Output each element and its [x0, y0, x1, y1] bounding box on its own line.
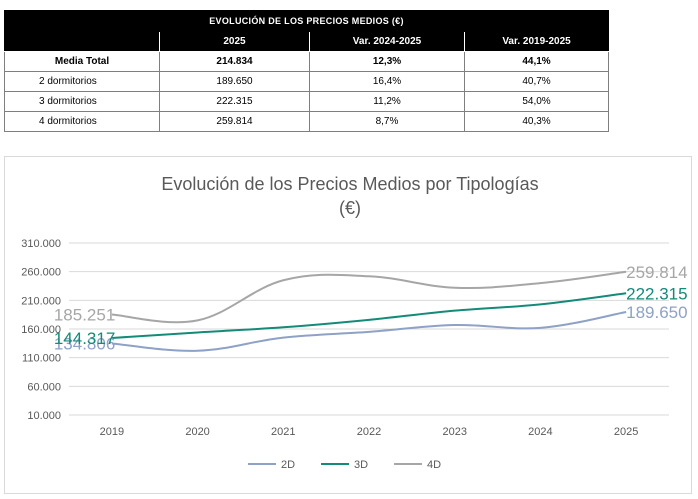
chart-svg: Evolución de los Precios Medios por Tipo… — [21, 174, 688, 471]
value-2025: 222.315 — [159, 91, 310, 112]
chart-title-line-1: Evolución de los Precios Medios por Tipo… — [161, 174, 538, 194]
series-lines — [111, 270, 627, 352]
var-2024-2025: 16,4% — [309, 71, 465, 92]
table-row: 2 dormitorios 189.650 16,4% 40,7% — [4, 71, 610, 92]
var-2024-2025: 8,7% — [309, 111, 465, 132]
chart-title-line-2: (€) — [339, 198, 361, 218]
gridlines — [69, 242, 669, 416]
value-2025: 189.650 — [159, 71, 310, 92]
data-label-end-4D: 259.814 — [626, 263, 687, 282]
var-2019-2025: 54,0% — [463, 91, 610, 112]
data-label-end-3D: 222.315 — [626, 284, 687, 303]
data-label-start-4D: 185.251 — [54, 306, 115, 325]
var-2019-2025: 44,1% — [463, 51, 610, 72]
data-label-start-3D: 144.317 — [54, 329, 115, 348]
legend: 2D 3D 4D — [248, 459, 441, 471]
row-label: 2 dormitorios — [4, 71, 160, 92]
table-header-row: 2025 Var. 2024-2025 Var. 2019-2025 — [4, 31, 610, 52]
var-2024-2025: 11,2% — [309, 91, 465, 112]
var-2024-2025: 12,3% — [309, 51, 465, 72]
series-line-2D — [111, 311, 627, 352]
x-tick-label: 2025 — [614, 426, 638, 438]
y-tick-label: 210.000 — [21, 295, 61, 307]
y-tick-label: 110.000 — [22, 353, 61, 365]
x-tick-label: 2023 — [442, 426, 466, 438]
var-2019-2025: 40,3% — [463, 111, 610, 132]
legend-label-3D: 3D — [354, 459, 368, 471]
series-line-4D — [111, 270, 627, 324]
price-table: EVOLUCIÓN DE LOS PRECIOS MEDIOS (€) 2025… — [3, 10, 610, 132]
header-cell: 2025 — [159, 31, 310, 52]
table-row: 3 dormitorios 222.315 11,2% 54,0% — [4, 91, 610, 112]
x-tick-label: 2020 — [185, 426, 209, 438]
y-tick-label: 160.000 — [21, 324, 61, 336]
header-cell — [4, 31, 160, 52]
data-label-start-2D: 134.806 — [54, 334, 115, 353]
data-label-end-2D: 189.650 — [626, 303, 687, 322]
value-2025: 214.834 — [159, 51, 310, 72]
y-tick-label: 10.000 — [27, 410, 61, 422]
legend-label-2D: 2D — [281, 459, 295, 471]
table-title-row: EVOLUCIÓN DE LOS PRECIOS MEDIOS (€) — [3, 10, 610, 32]
row-label: Media Total — [4, 51, 160, 72]
data-labels: 134.806 189.650 144.317 222.315 185.251 259.8… — [54, 263, 688, 354]
y-tick-label: 260.000 — [21, 267, 61, 279]
x-axis-ticks: 2019 2020 2021 2022 2023 2024 2025 — [100, 426, 639, 438]
value-2025: 259.814 — [159, 111, 310, 132]
header-cell: Var. 2019-2025 — [463, 31, 610, 52]
table-row: 4 dormitorios 259.814 8,7% 40,3% — [4, 111, 610, 132]
var-2019-2025: 40,7% — [463, 71, 610, 92]
table-row: Media Total 214.834 12,3% 44,1% — [4, 51, 610, 72]
x-tick-label: 2024 — [528, 426, 552, 438]
y-axis-ticks: 10.000 60.000 110.000 160.000 210.000 260.000… — [21, 238, 61, 422]
x-tick-label: 2022 — [357, 426, 381, 438]
x-tick-label: 2021 — [271, 426, 295, 438]
x-tick-label: 2019 — [100, 426, 124, 438]
table-title: EVOLUCIÓN DE LOS PRECIOS MEDIOS (€) — [3, 10, 610, 32]
header-cell: Var. 2024-2025 — [309, 31, 465, 52]
y-tick-label: 310.000 — [21, 238, 61, 250]
price-line-chart: Evolución de los Precios Medios por Tipo… — [4, 156, 692, 494]
legend-label-4D: 4D — [427, 459, 441, 471]
y-tick-label: 60.000 — [27, 381, 61, 393]
row-label: 4 dormitorios — [4, 111, 160, 132]
series-line-3D — [111, 292, 627, 339]
row-label: 3 dormitorios — [4, 91, 160, 112]
